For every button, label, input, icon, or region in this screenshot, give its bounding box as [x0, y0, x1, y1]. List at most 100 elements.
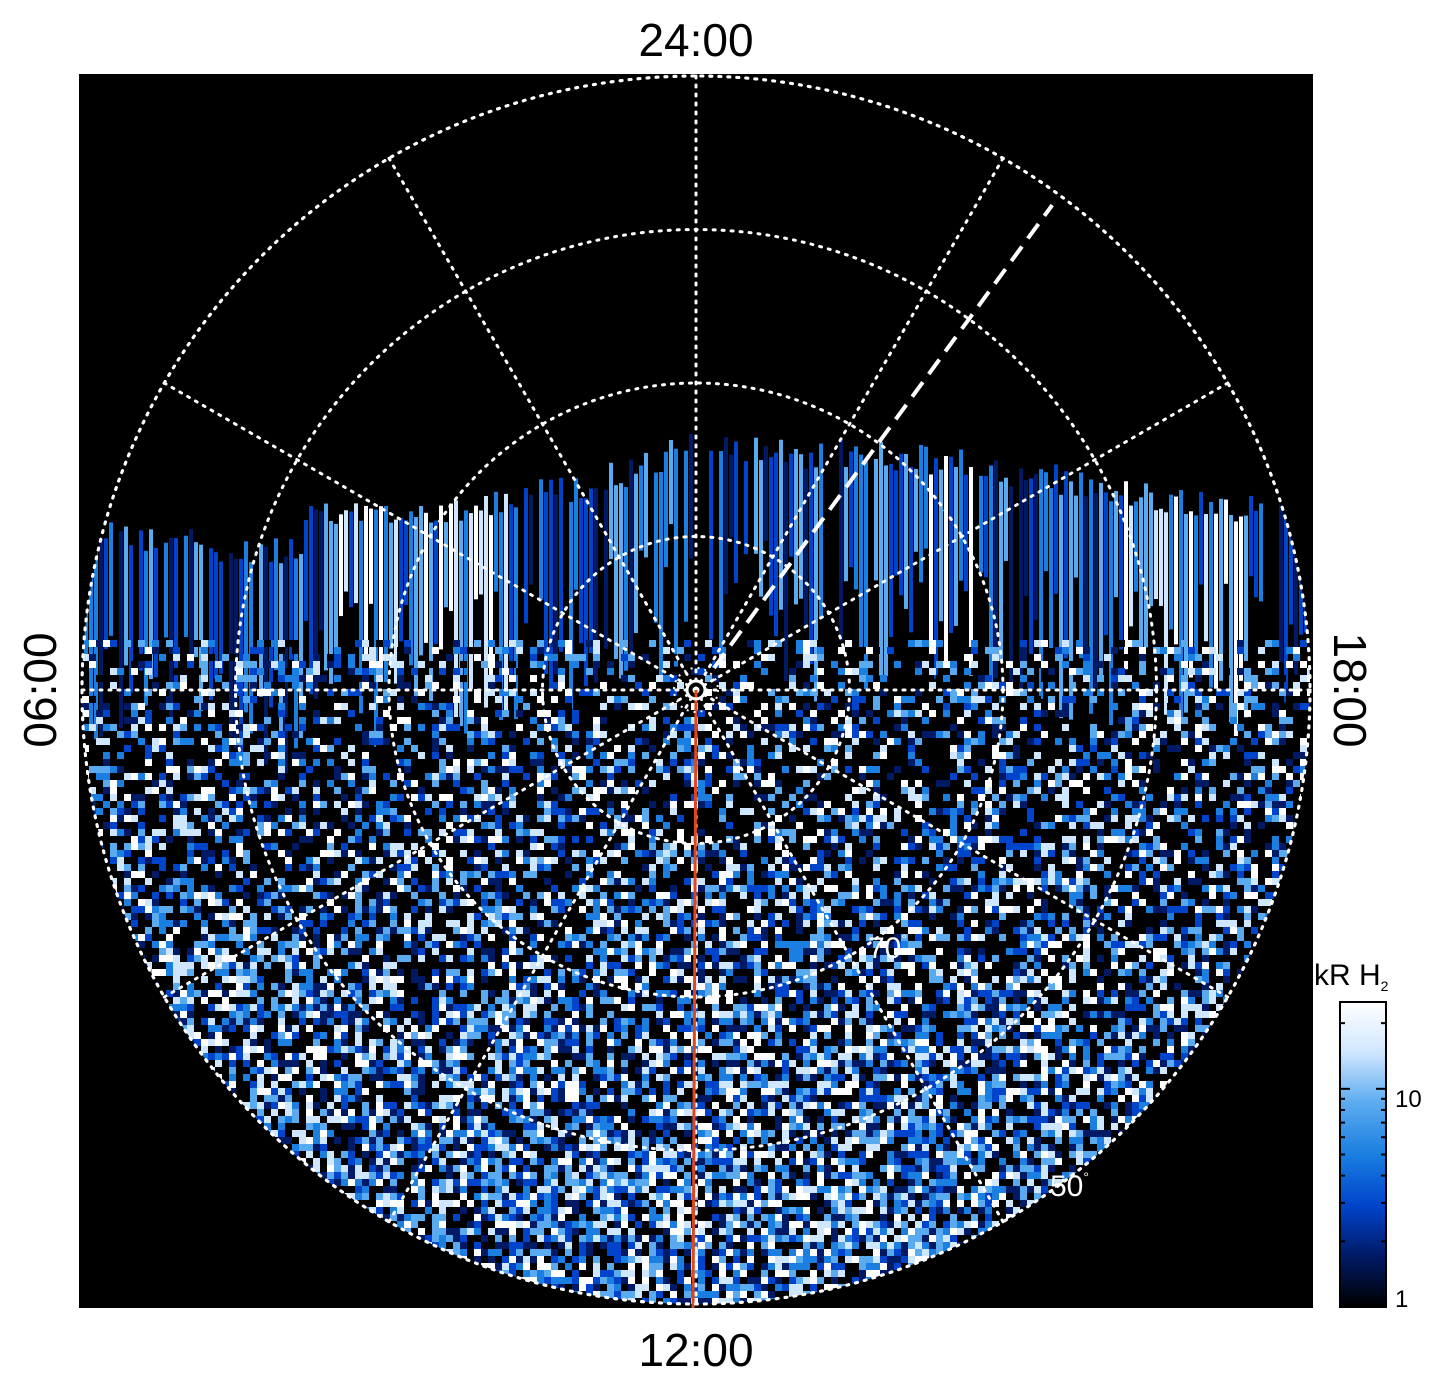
- emission-pixel: [726, 857, 733, 864]
- emission-pixel: [208, 794, 215, 801]
- emission-pixel: [180, 675, 187, 682]
- emission-pixel: [488, 948, 495, 955]
- emission-pixel: [1160, 990, 1167, 997]
- emission-pixel: [397, 997, 404, 1004]
- emission-pixel: [789, 899, 796, 906]
- emission-pixel: [1272, 794, 1279, 801]
- emission-pixel: [397, 773, 404, 780]
- emission-pixel: [1020, 948, 1027, 955]
- emission-pixel: [278, 731, 285, 738]
- emission-pixel: [810, 836, 817, 843]
- emission-pixel: [1237, 815, 1244, 822]
- emission-pixel: [1048, 766, 1055, 773]
- emission-pixel: [978, 745, 985, 752]
- emission-pixel: [754, 682, 761, 689]
- emission-pixel: [754, 724, 761, 731]
- emission-pixel: [600, 990, 607, 997]
- emission-pixel: [383, 969, 390, 976]
- emission-pixel: [775, 997, 782, 1004]
- emission-streak: [874, 458, 878, 581]
- emission-pixel: [292, 857, 299, 864]
- emission-pixel: [362, 941, 369, 948]
- emission-pixel: [642, 836, 649, 843]
- emission-pixel: [1279, 689, 1286, 696]
- emission-pixel: [838, 962, 845, 969]
- emission-pixel: [1237, 724, 1244, 731]
- emission-pixel: [817, 850, 824, 857]
- emission-pixel: [1258, 731, 1265, 738]
- emission-pixel: [929, 710, 936, 717]
- emission-pixel: [320, 675, 327, 682]
- emission-pixel: [901, 829, 908, 836]
- emission-pixel: [173, 738, 180, 745]
- emission-pixel: [936, 640, 943, 647]
- emission-pixel: [208, 745, 215, 752]
- emission-pixel: [523, 962, 530, 969]
- emission-pixel: [495, 647, 502, 654]
- emission-pixel: [789, 836, 796, 843]
- emission-pixel: [817, 920, 824, 927]
- emission-pixel: [824, 941, 831, 948]
- emission-pixel: [509, 780, 516, 787]
- emission-pixel: [152, 920, 159, 927]
- emission-pixel: [173, 927, 180, 934]
- emission-pixel: [1237, 836, 1244, 843]
- emission-pixel: [656, 941, 663, 948]
- emission-pixel: [1223, 955, 1230, 962]
- emission-pixel: [950, 969, 957, 976]
- emission-pixel: [1013, 990, 1020, 997]
- emission-pixel: [432, 745, 439, 752]
- emission-pixel: [1202, 976, 1209, 983]
- emission-pixel: [1195, 731, 1202, 738]
- emission-pixel: [138, 885, 145, 892]
- emission-pixel: [1041, 829, 1048, 836]
- emission-pixel: [593, 787, 600, 794]
- emission-pixel: [677, 906, 684, 913]
- emission-pixel: [642, 864, 649, 871]
- emission-pixel: [509, 913, 516, 920]
- emission-pixel: [1132, 899, 1139, 906]
- emission-pixel: [705, 850, 712, 857]
- emission-pixel: [271, 892, 278, 899]
- emission-pixel: [628, 661, 635, 668]
- emission-pixel: [803, 836, 810, 843]
- emission-pixel: [222, 899, 229, 906]
- emission-pixel: [964, 976, 971, 983]
- emission-pixel: [775, 927, 782, 934]
- emission-pixel: [950, 752, 957, 759]
- emission-pixel: [418, 920, 425, 927]
- emission-pixel: [1209, 668, 1216, 675]
- emission-pixel: [432, 773, 439, 780]
- emission-pixel: [271, 731, 278, 738]
- emission-pixel: [1167, 745, 1174, 752]
- emission-pixel: [495, 885, 502, 892]
- emission-pixel: [1251, 906, 1258, 913]
- emission-pixel: [607, 808, 614, 815]
- emission-pixel: [1209, 864, 1216, 871]
- emission-pixel: [894, 878, 901, 885]
- emission-pixel: [292, 941, 299, 948]
- emission-pixel: [320, 850, 327, 857]
- emission-pixel: [964, 682, 971, 689]
- emission-pixel: [789, 857, 796, 864]
- emission-pixel: [1090, 738, 1097, 745]
- emission-streak: [779, 439, 783, 610]
- emission-pixel: [110, 780, 117, 787]
- emission-pixel: [1132, 766, 1139, 773]
- emission-pixel: [782, 696, 789, 703]
- emission-pixel: [1076, 745, 1083, 752]
- emission-pixel: [362, 738, 369, 745]
- emission-pixel: [873, 990, 880, 997]
- emission-pixel: [551, 997, 558, 1004]
- emission-pixel: [1286, 801, 1293, 808]
- emission-pixel: [271, 801, 278, 808]
- emission-pixel: [1251, 871, 1258, 878]
- emission-pixel: [894, 962, 901, 969]
- emission-pixel: [271, 787, 278, 794]
- emission-pixel: [299, 717, 306, 724]
- emission-pixel: [1230, 892, 1237, 899]
- emission-pixel: [985, 696, 992, 703]
- emission-pixel: [628, 843, 635, 850]
- emission-pixel: [453, 696, 460, 703]
- emission-pixel: [404, 717, 411, 724]
